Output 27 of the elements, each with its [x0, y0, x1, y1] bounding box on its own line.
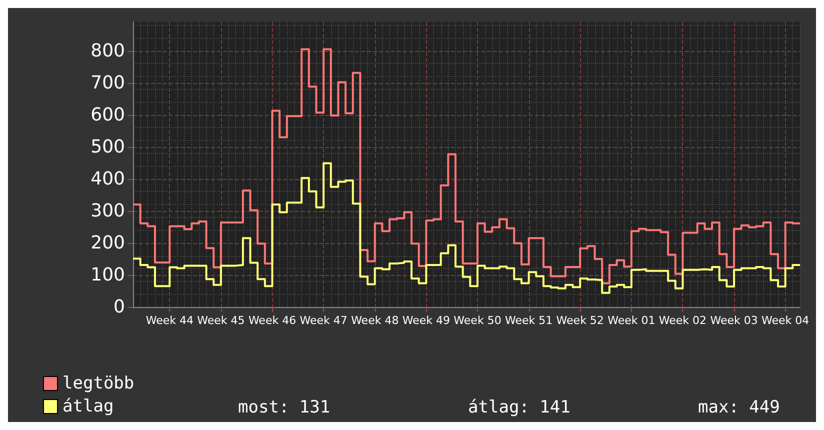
- text: átlag: 141: [468, 398, 570, 418]
- text: max: 449: [698, 398, 780, 418]
- y-tick-label: 400: [90, 168, 125, 190]
- y-tick-label: 200: [90, 232, 125, 254]
- y-tick-label: 700: [90, 72, 125, 94]
- y-tick-label: 0: [114, 296, 125, 318]
- x-tick-label: Week 46: [248, 314, 296, 327]
- y-tick-label: 100: [90, 264, 125, 286]
- x-tick-label: Week 45: [197, 314, 245, 327]
- x-tick-label: Week 44: [146, 314, 194, 327]
- y-tick-label: 800: [90, 40, 125, 62]
- x-tick-label: Week 03: [710, 314, 758, 327]
- x-tick-label: Week 48: [351, 314, 399, 327]
- x-tick-label: Week 52: [556, 314, 604, 327]
- y-tick-label: 600: [90, 104, 125, 126]
- x-tick-label: Week 01: [608, 314, 656, 327]
- y-tick-label: 300: [90, 200, 125, 222]
- x-tick-label: Week 51: [504, 314, 553, 327]
- x-tick-label: Week 02: [658, 314, 707, 327]
- x-tick-label: Week 49: [402, 314, 450, 327]
- x-tick-label: Week 47: [300, 314, 348, 327]
- x-tick-label: Week 50: [454, 314, 502, 327]
- y-tick-label: 500: [90, 136, 125, 158]
- legend-label: átlag: [62, 396, 114, 416]
- legend-label: legtöbb: [62, 374, 134, 394]
- text: most: 131: [238, 398, 330, 418]
- x-tick-label: Week 04: [762, 314, 810, 327]
